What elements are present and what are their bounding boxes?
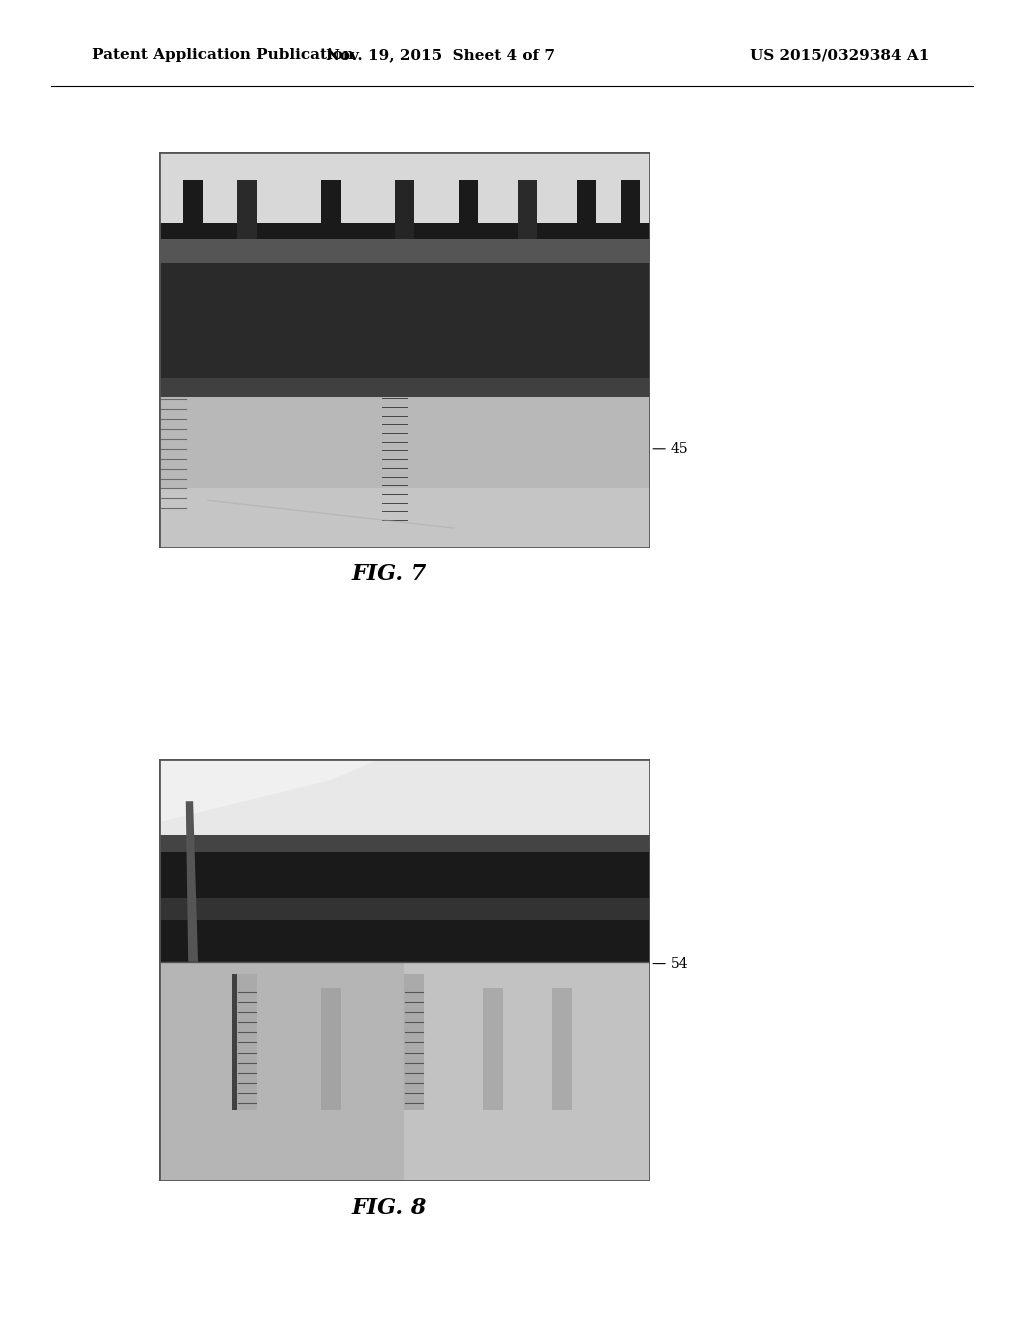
Bar — [238, 974, 257, 1110]
Bar — [183, 180, 203, 239]
Bar — [483, 987, 503, 1110]
Bar — [232, 974, 238, 1110]
Bar — [159, 836, 650, 851]
Bar — [404, 974, 424, 1110]
Polygon shape — [185, 801, 198, 962]
Bar — [159, 843, 650, 962]
Bar — [577, 180, 596, 239]
Bar — [159, 488, 650, 548]
Text: US 2015/0329384 A1: US 2015/0329384 A1 — [750, 49, 930, 62]
Bar — [394, 180, 415, 239]
Bar — [517, 180, 538, 239]
Text: 54: 54 — [653, 957, 688, 970]
Bar — [552, 987, 571, 1110]
Bar — [321, 987, 341, 1110]
Bar — [159, 397, 650, 548]
Bar — [159, 381, 188, 516]
Bar — [321, 180, 341, 239]
Bar — [159, 231, 650, 263]
Text: FIG. 7: FIG. 7 — [351, 564, 427, 585]
Polygon shape — [159, 759, 380, 822]
Bar — [159, 962, 650, 1181]
Bar — [159, 152, 650, 239]
Bar — [459, 180, 478, 239]
Text: FIG. 8: FIG. 8 — [351, 1197, 427, 1218]
Text: 45: 45 — [653, 442, 688, 455]
Bar — [159, 378, 650, 401]
Bar — [404, 962, 650, 1181]
Text: Nov. 19, 2015  Sheet 4 of 7: Nov. 19, 2015 Sheet 4 of 7 — [326, 49, 555, 62]
Bar — [159, 899, 650, 920]
Bar — [159, 759, 650, 851]
Bar — [382, 378, 407, 528]
Bar — [621, 180, 640, 239]
Bar — [159, 231, 650, 381]
Bar — [159, 223, 650, 239]
Text: Patent Application Publication: Patent Application Publication — [92, 49, 354, 62]
Bar — [238, 180, 257, 239]
